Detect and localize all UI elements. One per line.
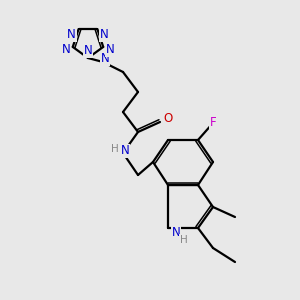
Text: H: H [111,144,119,154]
Text: N: N [67,28,76,40]
Text: N: N [106,44,115,56]
Text: N: N [61,44,70,56]
Text: N: N [172,226,180,239]
Text: O: O [164,112,172,125]
Text: N: N [100,52,109,65]
Text: F: F [210,116,216,130]
Text: H: H [180,235,188,245]
Text: N: N [100,28,109,40]
Text: N: N [121,145,129,158]
Text: N: N [84,44,92,58]
